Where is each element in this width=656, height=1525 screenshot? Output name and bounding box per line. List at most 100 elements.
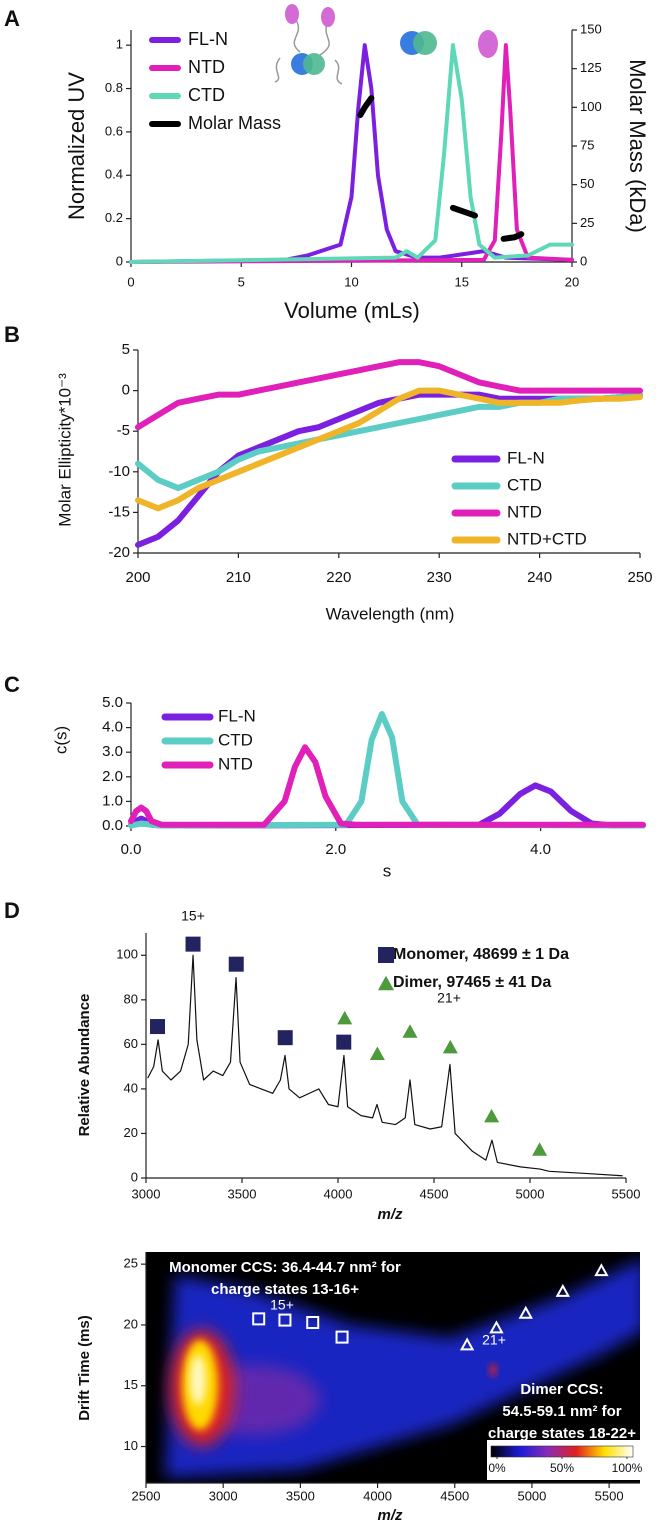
square-marker [277,1030,293,1046]
legend-label: CTD [507,475,542,494]
x-tick-label: 250 [627,569,652,586]
square-marker [252,1312,266,1326]
triangle-marker [402,1024,418,1038]
y-tick-label: 5 [122,341,130,358]
annotation: Monomer CCS: 36.4-44.7 nm² for [169,1259,401,1276]
x-tick-label: 5000 [517,1488,546,1503]
x-tick-label: 5 [238,274,245,289]
y-axis-title: Molar Ellipticity*10⁻³ [55,373,74,527]
series-line [357,95,525,242]
x-tick-label: 4000 [324,1186,353,1201]
x-tick-label: 3500 [228,1186,257,1201]
square-marker [150,1019,166,1035]
x-axis-title: Wavelength (nm) [326,604,455,623]
series-line [128,744,646,828]
legend-label: FL-N [218,706,256,725]
legend-label: CTD [188,85,225,105]
y-tick-label: 0.6 [105,123,123,138]
panel-letter: D [4,898,20,923]
triangle-marker [532,1142,548,1156]
x-tick-label: 2.0 [325,841,346,858]
y-tick-label: 15 [124,1377,138,1392]
panel-letter: A [4,6,20,31]
y-tick-label: 3.0 [102,743,123,760]
legend-label: CTD [218,730,253,749]
protein-icons [274,4,498,85]
y-tick-label: 60 [124,1036,138,1051]
x-tick-label: 20 [565,274,579,289]
x-tick-label: 5500 [595,1488,624,1503]
y-tick-label: 5.0 [102,694,123,711]
x-axis-title: m/z [377,1206,403,1223]
series-line [135,359,643,431]
x-tick-label: 220 [326,569,351,586]
y-tick-label: 0.8 [105,80,123,95]
legend-label: Molar Mass [188,113,281,133]
colorbar-label: 50% [550,1461,574,1475]
y-tick-label: -15 [108,503,130,520]
x-tick-label: 2500 [132,1488,161,1503]
y-tick-label: 0.2 [105,210,123,225]
triangle-marker [369,1046,385,1061]
x-tick-label: 200 [125,569,150,586]
panel-letter: B [4,322,20,347]
square-marker [306,1316,320,1330]
legend-label: Dimer, 97465 ± 41 Da [393,974,551,991]
legend-label: NTD+CTD [507,529,587,548]
y-tick-label: 80 [124,991,138,1006]
x-tick-label: 0 [127,274,134,289]
legend-label: NTD [188,57,225,77]
x-tick-label: 5500 [612,1186,641,1201]
series-line [128,711,646,829]
y2-tick-label: 0 [580,253,587,268]
x-tick-label: 5000 [516,1186,545,1201]
annotation: charge states 13-16+ [211,1281,359,1298]
y2-tick-label: 75 [580,137,594,152]
legend-label: NTD [507,502,542,521]
y2-tick-label: 25 [580,215,594,230]
y-axis-title: Drift Time (ms) [76,1315,93,1421]
annotation: 54.5-59.1 nm² for [502,1403,621,1420]
y-tick-label: 4.0 [102,719,123,736]
triangle-marker [459,1337,475,1351]
y-axis-title: c(s) [51,726,70,754]
x-tick-label: 230 [427,569,452,586]
y-tick-label: 25 [124,1256,138,1271]
triangle-marker [518,1305,533,1319]
annotation: 21+ [437,990,461,1006]
y-tick-label: 20 [124,1125,138,1140]
y-tick-label: 0 [131,1169,138,1184]
triangle-marker [489,1320,504,1334]
annotation: charge states 18-22+ [488,1425,636,1442]
y2-axis-title: Molar Mass (kDa) [625,59,650,233]
series-line [135,387,643,512]
y2-tick-label: 150 [580,21,602,36]
y2-tick-label: 100 [580,99,602,114]
y-tick-label: 10 [124,1438,138,1453]
legend-marker [378,947,394,963]
colorbar [490,1445,634,1458]
y-tick-label: 20 [124,1316,138,1331]
y-tick-label: 2.0 [102,768,123,785]
legend-label: Monomer, 48699 ± 1 Da [393,946,569,963]
annotation: 21+ [482,1332,506,1348]
x-tick-label: 3000 [132,1186,161,1201]
y2-tick-label: 125 [580,60,602,75]
x-tick-label: 10 [344,274,358,289]
triangle-marker [594,1263,609,1277]
colorbar-label: 0% [488,1461,506,1475]
x-tick-label: 3000 [209,1488,238,1503]
y-tick-label: 0 [122,382,130,399]
x-axis-title: m/z [377,1507,403,1524]
legend-label: FL-N [188,29,228,49]
x-tick-label: 4500 [440,1488,469,1503]
square-marker [228,956,244,972]
y-tick-label: 100 [116,947,138,962]
legend-marker [378,975,394,991]
square-marker [335,1330,349,1344]
legend-label: FL-N [507,448,545,467]
series-line [129,43,574,264]
y-tick-label: 40 [124,1080,138,1095]
triangle-marker [484,1108,500,1123]
